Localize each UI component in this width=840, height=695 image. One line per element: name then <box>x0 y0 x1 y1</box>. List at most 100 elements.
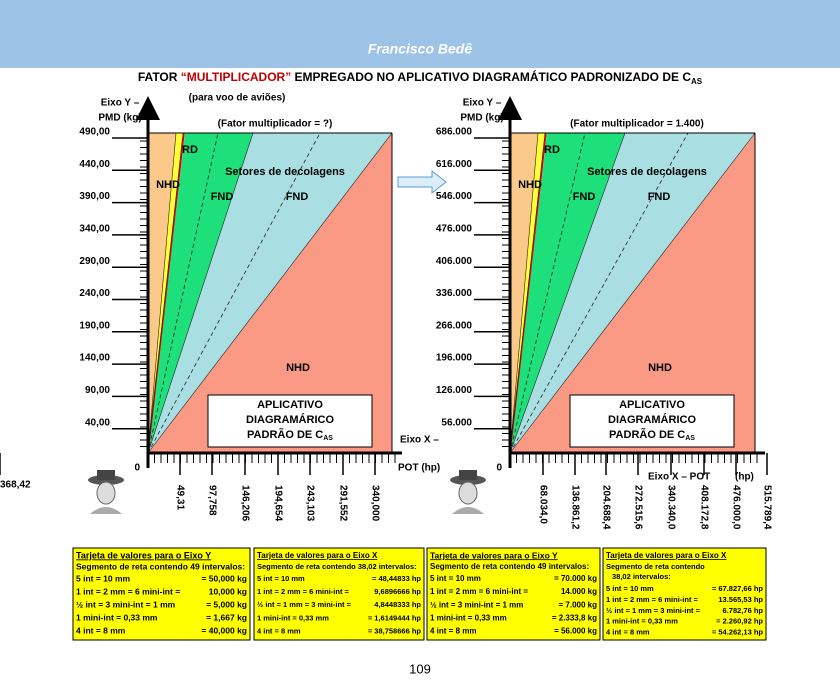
y-axis-label: PMD (kg) <box>98 113 141 124</box>
card-row-right: = 1,6149444 hp <box>368 613 422 622</box>
sector-label: NHD <box>286 362 310 374</box>
card-title: Tarjeta de valores para o Eixo X <box>606 551 727 560</box>
box-subscript: AS <box>323 435 333 442</box>
box-line: APLICATIVO <box>257 399 323 411</box>
origin-label: 0 <box>496 463 502 474</box>
card-row-left: ½ int = 1 mm = 3 mini-int = <box>257 600 352 609</box>
x-tick-label: 408.172,8 <box>698 485 709 530</box>
card-row-right: = 48,44833 hp <box>372 574 421 583</box>
x-tick-label: 340,000 <box>369 485 380 522</box>
card-note: 38,02 intervalos: <box>612 572 671 581</box>
box-line: DIAGRAMÁRICO <box>246 413 334 426</box>
sector-label: FND <box>573 191 596 203</box>
card-row-left: 1 mini-int = 0,33 mm <box>430 613 507 622</box>
x-tick-label: 204.688,4 <box>600 485 611 530</box>
y-tick-label: 140,00 <box>79 353 110 364</box>
sector-edge <box>509 132 539 454</box>
card-row-left: 1 mini-int = 0,33 mm <box>76 613 158 623</box>
y-tick-label: 240,00 <box>79 288 110 299</box>
box-line: DIAGRAMÁRICO <box>608 413 696 426</box>
x-tick-label: 272.515,6 <box>632 485 643 530</box>
card-row-right: = 54.262,13 hp <box>712 628 763 637</box>
y-tick-label: 476.000 <box>436 224 473 235</box>
author: Francisco Bedê <box>368 41 472 57</box>
title-highlight: “MULTIPLICADOR” <box>181 70 291 84</box>
card-row-right: = 2.333,8 kg <box>552 613 597 622</box>
y-tick-label: 40,00 <box>85 417 110 428</box>
card-row-right: = 2.260,92 hp <box>716 617 763 626</box>
y-tick-label: 90,00 <box>85 385 110 396</box>
y-tick-label: 190,00 <box>79 320 110 331</box>
card-row-left: 1 int = 2 mm = 6 mini-int = <box>430 587 528 596</box>
sector-label: FND <box>648 191 671 203</box>
card-row-right: 4,8448333 hp <box>374 600 421 609</box>
page-number: 109 <box>409 661 431 676</box>
sector-edge <box>147 132 393 454</box>
card-note: Segmento de reta contendo 38,02 interval… <box>257 562 417 571</box>
x-tick-label: 49,31 <box>174 485 185 510</box>
x-tick-label: 515.789,4 <box>761 485 772 530</box>
x-tick-label: 368,42 <box>0 480 31 491</box>
sector-label: NHD <box>648 362 672 374</box>
card-row-left: ½ int = 3 mini-int = 1 mm <box>76 599 176 609</box>
x-tick-label: 68.034,0 <box>537 485 548 524</box>
portrait-face <box>458 481 478 505</box>
dashed-line <box>147 132 219 454</box>
card-row-right: = 5,000 kg <box>206 599 247 609</box>
card-row-left: 5 int = 10 mm <box>257 574 305 583</box>
subtitle: (para voo de aviões) <box>189 93 286 104</box>
card-row-left: 4 int = 8 mm <box>76 626 126 636</box>
portrait-collar <box>452 507 484 514</box>
card-row-left: 1 int = 2 mm = 6 mini-int = <box>606 595 699 604</box>
portrait-hat-top <box>97 470 115 480</box>
y-axis-label: PMD (kg) <box>460 113 503 124</box>
card-note: Segmento de reta contendo <box>606 562 705 571</box>
y-tick-label: 686.000 <box>436 127 473 138</box>
app-box <box>569 394 735 448</box>
title: FATOR “MULTIPLICADOR” EMPREGADO NO APLIC… <box>138 69 703 86</box>
sector-label: NHD <box>156 179 180 191</box>
y-tick-label: 336.000 <box>436 288 473 299</box>
card-title: Tarjeta de valores para o Eixo Y <box>430 550 558 560</box>
y-tick-label: 126.000 <box>436 385 473 396</box>
card-row-right: = 1,667 kg <box>206 613 247 623</box>
header-band <box>0 0 840 68</box>
card-row-left: 5 int = 10 mm <box>430 574 481 583</box>
x-tick-label: 476.000,0 <box>730 485 741 530</box>
card-row-right: = 56.000 kg <box>554 627 597 636</box>
sector-edge <box>147 132 254 454</box>
sector-edge <box>509 132 546 454</box>
y-tick-label: 390,00 <box>79 191 110 202</box>
x-axis-label: (hp) <box>735 472 754 483</box>
box-subscript: AS <box>685 435 695 442</box>
card-row-right: 13.565,53 hp <box>718 595 763 604</box>
box-text: PADRÃO DE C <box>609 428 685 441</box>
dashed-line <box>147 132 321 454</box>
card-row-left: 5 int = 10 mm <box>606 584 654 593</box>
card-row-left: 4 int = 8 mm <box>606 628 650 637</box>
origin-label: 0 <box>134 463 140 474</box>
card-row-left: ½ int = 1 mm = 3 mini-int = <box>606 606 701 615</box>
sector-label: Setores de decolagens <box>225 166 345 178</box>
y-tick-label: 340,00 <box>79 224 110 235</box>
card-title: Tarjeta de valores para o Eixo X <box>257 551 378 560</box>
value-card <box>426 547 601 641</box>
sector-edge <box>147 132 177 454</box>
sector-label: FND <box>211 191 234 203</box>
card-row-left: 1 mini-int = 0,33 mm <box>257 613 329 622</box>
sector-edge <box>147 132 184 454</box>
sector-edge <box>509 132 626 454</box>
y-tick-label: 266.000 <box>436 320 473 331</box>
value-card <box>602 547 767 641</box>
sector-label: RD <box>182 144 198 156</box>
x-tick-label: 340.340,0 <box>665 485 676 530</box>
y-tick-label: 196.000 <box>436 353 473 364</box>
factor-label: (Fator multiplicador = 1.400) <box>570 119 704 130</box>
title-prefix: FATOR <box>138 70 181 84</box>
x-tick-label: 243,103 <box>304 485 315 522</box>
x-tick-label: 194,654 <box>272 485 283 522</box>
y-tick-label: 616.000 <box>436 159 473 170</box>
x-tick-label: 97,758 <box>206 485 217 516</box>
value-card <box>253 547 425 641</box>
